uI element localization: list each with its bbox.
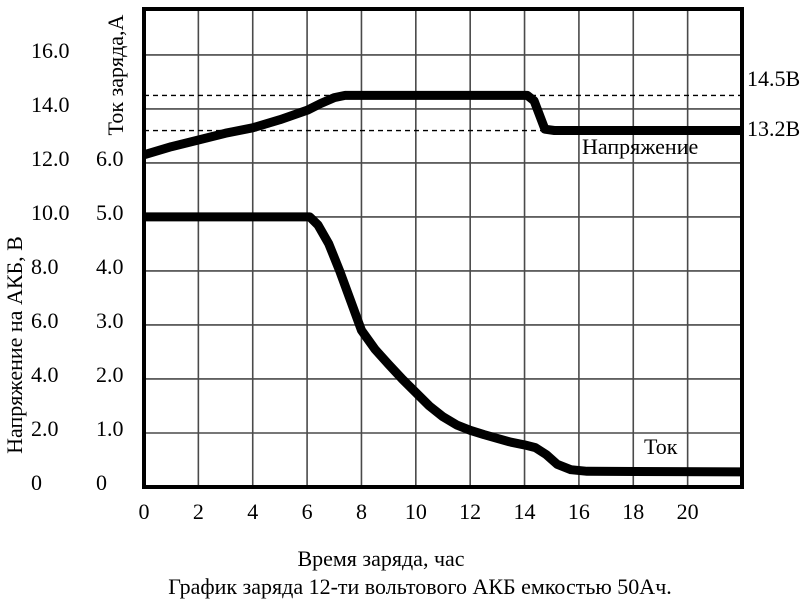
voltage-tick-label: 8.0 bbox=[31, 253, 59, 279]
x-tick-label: 20 bbox=[676, 499, 699, 524]
voltage-tick-label: 6.0 bbox=[31, 307, 59, 333]
voltage-tick-label: 14.0 bbox=[31, 91, 70, 117]
x-tick-label: 18 bbox=[622, 499, 645, 524]
figure-caption: График заряда 12-ти вольтового АКБ емкос… bbox=[168, 574, 672, 599]
voltage-series-label: Напряжение bbox=[582, 134, 699, 159]
voltage-tick-label: 0 bbox=[31, 470, 42, 495]
series-curve-current bbox=[144, 212, 743, 477]
reference-label-13-2v: 13.2В bbox=[747, 116, 800, 141]
voltage-tick-label: 12.0 bbox=[31, 145, 70, 171]
current-tick-label: 4.0 bbox=[96, 253, 124, 279]
current-tick-label: 0 bbox=[96, 470, 107, 495]
current-tick-label: 1.0 bbox=[96, 415, 124, 441]
voltage-tick-label: 2.0 bbox=[31, 415, 59, 441]
x-tick-label: 16 bbox=[567, 499, 590, 524]
x-axis-title: Время заряда, час bbox=[297, 546, 465, 571]
x-tick-label: 12 bbox=[459, 499, 482, 524]
voltage-axis-title: Напряжение на АКБ, В bbox=[2, 236, 27, 454]
x-tick-label: 10 bbox=[404, 499, 427, 524]
reference-label-14-5v: 14.5В bbox=[747, 66, 800, 91]
series-curve-voltage bbox=[142, 90, 742, 160]
voltage-tick-label: 16.0 bbox=[31, 37, 70, 63]
voltage-tick-label: 10.0 bbox=[31, 199, 70, 225]
plot-frame bbox=[142, 7, 744, 489]
current-tick-label: 2.0 bbox=[96, 361, 124, 387]
current-tick-label: 5.0 bbox=[96, 199, 124, 225]
x-tick-label: 6 bbox=[301, 499, 313, 524]
current-axis-title: Ток заряда,А bbox=[103, 14, 128, 136]
x-tick-label: 4 bbox=[247, 499, 259, 524]
x-tick-label: 14 bbox=[513, 499, 536, 524]
voltage-tick-label: 4.0 bbox=[31, 361, 59, 387]
x-tick-label: 0 bbox=[138, 499, 150, 524]
plot-area bbox=[142, 7, 744, 489]
current-tick-label: 3.0 bbox=[96, 307, 124, 333]
x-tick-label: 8 bbox=[355, 499, 367, 524]
current-series-label: Ток bbox=[644, 434, 678, 459]
x-tick-label: 2 bbox=[192, 499, 204, 524]
